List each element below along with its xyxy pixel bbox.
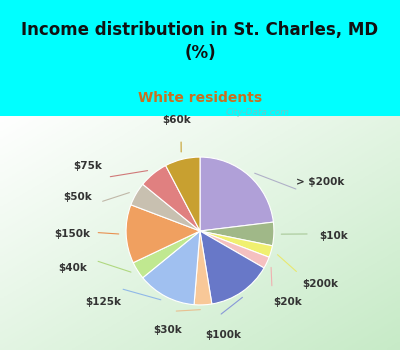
Text: $150k: $150k: [54, 229, 90, 239]
Wedge shape: [133, 231, 200, 278]
Wedge shape: [200, 222, 274, 246]
Wedge shape: [166, 157, 200, 231]
Wedge shape: [126, 205, 200, 263]
Wedge shape: [200, 157, 273, 231]
Text: $10k: $10k: [320, 231, 348, 240]
Text: $60k: $60k: [162, 115, 191, 125]
Text: $50k: $50k: [64, 192, 92, 202]
Text: White residents: White residents: [138, 91, 262, 105]
Wedge shape: [200, 231, 269, 268]
Text: City-Data.com: City-Data.com: [226, 108, 290, 117]
Wedge shape: [143, 166, 200, 231]
Text: > $200k: > $200k: [296, 177, 344, 187]
Wedge shape: [131, 184, 200, 231]
Wedge shape: [194, 231, 212, 305]
Text: $75k: $75k: [73, 161, 102, 171]
Text: $40k: $40k: [58, 263, 87, 273]
Wedge shape: [200, 231, 272, 257]
Text: Income distribution in St. Charles, MD
(%): Income distribution in St. Charles, MD (…: [22, 21, 378, 62]
Text: $100k: $100k: [205, 330, 241, 341]
Wedge shape: [200, 231, 264, 304]
Text: $200k: $200k: [302, 279, 338, 289]
Text: $20k: $20k: [274, 297, 302, 307]
Text: $30k: $30k: [153, 325, 182, 335]
Wedge shape: [143, 231, 200, 305]
Text: $125k: $125k: [85, 297, 121, 307]
